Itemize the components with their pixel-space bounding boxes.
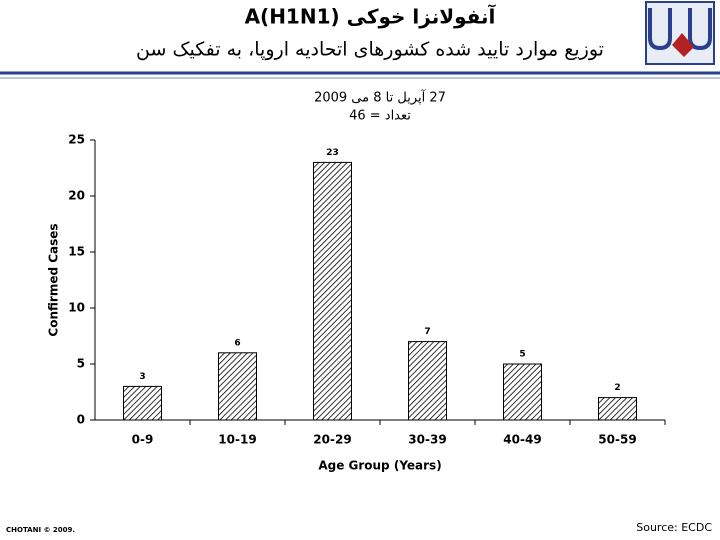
source: Source: ECDC xyxy=(636,521,712,534)
chart-title: 27 آپریل تا 8 می 2009 xyxy=(314,89,446,106)
bar xyxy=(313,161,352,421)
slide-subtitle: توزیع موارد تایید شده کشورهای اتحادیه ار… xyxy=(136,39,604,61)
data-label: 5 xyxy=(519,350,525,360)
y-tick-label: 20 xyxy=(68,189,85,203)
x-tick-label: 10-19 xyxy=(218,433,256,447)
y-tick-label: 10 xyxy=(68,301,85,315)
data-label: 7 xyxy=(424,327,430,337)
chart-subtitle: تعداد = 46 xyxy=(349,109,411,124)
bar xyxy=(598,397,637,421)
y-tick-label: 25 xyxy=(68,133,85,147)
slide-title: آنفولانزا خوکی A(H1N1) xyxy=(245,4,497,29)
data-label: 6 xyxy=(234,338,240,348)
x-tick-label: 20-29 xyxy=(313,433,351,447)
bar xyxy=(408,341,447,421)
logo xyxy=(645,1,715,65)
bar xyxy=(123,385,162,421)
x-tick-label: 30-39 xyxy=(408,433,446,447)
x-tick-label: 0-9 xyxy=(132,433,154,447)
y-axis-label: Confirmed Cases xyxy=(47,223,61,336)
x-axis-label: Age Group (Years) xyxy=(318,459,441,473)
x-tick-label: 40-49 xyxy=(503,433,541,447)
y-tick-label: 15 xyxy=(68,245,85,259)
data-label: 2 xyxy=(614,383,620,393)
data-label: 3 xyxy=(139,372,145,382)
bar xyxy=(503,363,542,421)
credit: CHOTANI © 2009. xyxy=(6,526,75,534)
y-tick-label: 5 xyxy=(77,357,85,371)
y-tick-label: 0 xyxy=(77,413,85,427)
data-label: 23 xyxy=(326,148,339,158)
x-tick-label: 50-59 xyxy=(598,433,636,447)
bar xyxy=(218,352,257,421)
